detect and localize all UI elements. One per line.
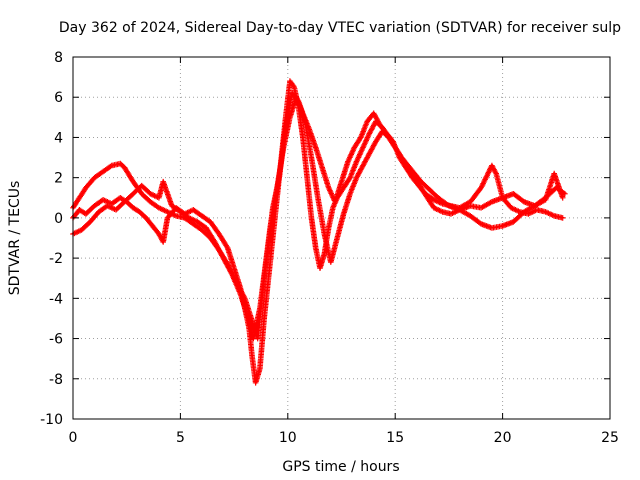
grid-lines [73, 57, 610, 419]
y-tick-label: 8 [54, 50, 63, 66]
y-tick-label: -2 [49, 251, 63, 267]
y-tick-label: -4 [49, 291, 63, 307]
plot-frame [72, 56, 611, 420]
x-tick-label: 20 [494, 430, 512, 446]
y-tick-label: 0 [54, 211, 63, 227]
data-point-marker [290, 83, 297, 89]
y-tick-label: 4 [54, 130, 63, 146]
y-tick-label: -8 [49, 372, 63, 388]
y-tick-label: -10 [40, 412, 63, 428]
y-tick-label: 6 [54, 90, 63, 106]
data-point-marker [559, 215, 566, 221]
x-tick-label: 15 [386, 430, 404, 446]
axis-ticks: 0 5 10 15 20 25 -10 -8 -6 -4 -2 0 2 4 6 8 [40, 50, 619, 446]
series-trace-1 [70, 78, 568, 386]
x-tick-label: 5 [176, 430, 185, 446]
x-axis-label: GPS time / hours [282, 459, 399, 475]
chart-title: Day 362 of 2024, Sidereal Day-to-day VTE… [59, 20, 621, 36]
series-trace-3 [70, 90, 566, 342]
x-tick-label: 25 [601, 430, 619, 446]
data-point-marker [559, 195, 566, 201]
y-axis-label: SDTVAR / TECUs [7, 181, 23, 296]
y-tick-label: -6 [49, 332, 63, 348]
y-tick-label: 2 [54, 171, 63, 187]
data-marks [70, 78, 568, 386]
x-tick-label: 0 [69, 430, 78, 446]
x-tick-label: 10 [279, 430, 297, 446]
